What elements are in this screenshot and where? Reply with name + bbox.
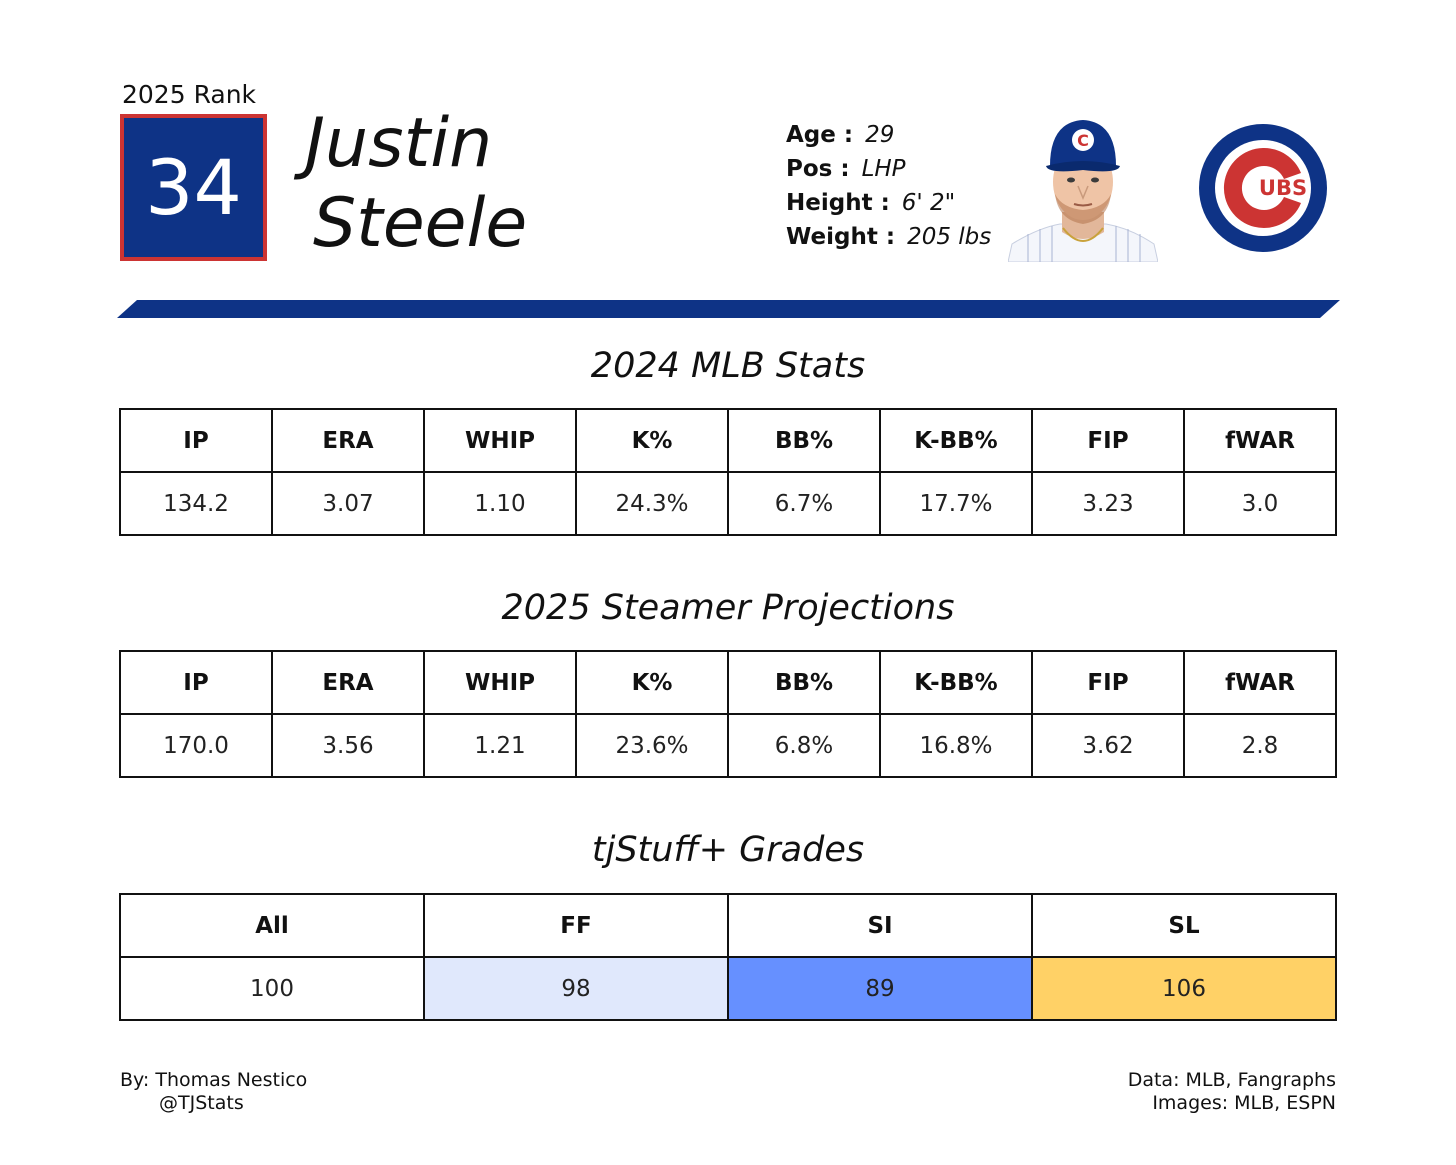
bio-value: 6' 2"	[901, 190, 956, 216]
bio-key: Height :	[786, 190, 890, 216]
column-header: SI	[727, 893, 1033, 958]
player-name: Justin Steele	[305, 104, 527, 264]
author-name: By: Thomas Nestico	[120, 1069, 308, 1091]
team-logo-text: UBS	[1259, 176, 1307, 200]
bio-height: Height : 6' 2"	[786, 186, 991, 220]
column-header: FF	[423, 893, 729, 958]
bio-position: Pos : LHP	[786, 152, 991, 186]
table-cell: 134.2	[119, 471, 273, 536]
author-credit: By: Thomas Nestico @TJStats	[120, 1069, 307, 1115]
bio-key: Weight :	[786, 224, 896, 250]
bio-key: Pos :	[786, 156, 850, 182]
column-header: K-BB%	[879, 408, 1033, 473]
column-header: WHIP	[423, 408, 577, 473]
bio-age: Age : 29	[786, 118, 991, 152]
table-cell: 17.7%	[879, 471, 1033, 536]
grades-table: All FF SI SL 100 98 89 106	[119, 893, 1337, 1021]
table-cell: 6.7%	[727, 471, 881, 536]
data-source: Data: MLB, Fangraphs	[1127, 1069, 1336, 1091]
grades-title: tjStuff+ Grades	[591, 830, 865, 870]
column-header: ERA	[271, 408, 425, 473]
image-source: Images: MLB, ESPN	[1152, 1092, 1336, 1114]
column-header: fWAR	[1183, 408, 1337, 473]
column-header: BB%	[727, 650, 881, 715]
author-handle: @TJStats	[159, 1092, 244, 1114]
grade-cell: 100	[119, 956, 425, 1021]
table-cell: 2.8	[1183, 713, 1337, 778]
table-header-row: IP ERA WHIP K% BB% K-BB% FIP fWAR	[119, 408, 1337, 473]
table-cell: 6.8%	[727, 713, 881, 778]
grade-cell: 98	[423, 956, 729, 1021]
header-divider	[117, 300, 1340, 318]
table-cell: 1.10	[423, 471, 577, 536]
table-cell: 3.0	[1183, 471, 1337, 536]
bio-key: Age :	[786, 122, 854, 148]
source-credit: Data: MLB, Fangraphs Images: MLB, ESPN	[1128, 1069, 1336, 1115]
table-cell: 1.21	[423, 713, 577, 778]
table-cell: 23.6%	[575, 713, 729, 778]
table-cell: 3.62	[1031, 713, 1185, 778]
player-first-name: Justin	[305, 104, 493, 183]
rank-badge: 34	[120, 114, 267, 261]
bio-value: LHP	[861, 156, 906, 182]
column-header: FIP	[1031, 650, 1185, 715]
table-row: 170.0 3.56 1.21 23.6% 6.8% 16.8% 3.62 2.…	[119, 713, 1337, 778]
player-last-name: Steele	[313, 184, 528, 263]
column-header: All	[119, 893, 425, 958]
player-headshot: C	[1008, 120, 1158, 262]
table-cell: 170.0	[119, 713, 273, 778]
column-header: FIP	[1031, 408, 1185, 473]
cubs-logo-icon: UBS	[1199, 124, 1327, 252]
column-header: IP	[119, 650, 273, 715]
table-header-row: All FF SI SL	[119, 893, 1337, 958]
table-cell: 3.07	[271, 471, 425, 536]
grade-cell: 89	[727, 956, 1033, 1021]
column-header: WHIP	[423, 650, 577, 715]
column-header: IP	[119, 408, 273, 473]
stats-2024-table: IP ERA WHIP K% BB% K-BB% FIP fWAR 134.2 …	[119, 408, 1337, 536]
table-cell: 24.3%	[575, 471, 729, 536]
bio-weight: Weight : 205 lbs	[786, 220, 991, 254]
column-header: fWAR	[1183, 650, 1337, 715]
bio-value: 29	[865, 122, 895, 148]
projections-2025-table: IP ERA WHIP K% BB% K-BB% FIP fWAR 170.0 …	[119, 650, 1337, 778]
table-row: 134.2 3.07 1.10 24.3% 6.7% 17.7% 3.23 3.…	[119, 471, 1337, 536]
table-row: 100 98 89 106	[119, 956, 1337, 1021]
column-header: K%	[575, 650, 729, 715]
column-header: K%	[575, 408, 729, 473]
grade-cell: 106	[1031, 956, 1337, 1021]
projections-2025-title: 2025 Steamer Projections	[501, 588, 955, 628]
column-header: K-BB%	[879, 650, 1033, 715]
column-header: SL	[1031, 893, 1337, 958]
player-bio: Age : 29 Pos : LHP Height : 6' 2" Weight…	[786, 118, 991, 254]
column-header: BB%	[727, 408, 881, 473]
table-cell: 3.56	[271, 713, 425, 778]
stats-2024-title: 2024 MLB Stats	[590, 346, 866, 386]
table-cell: 16.8%	[879, 713, 1033, 778]
svg-text:C: C	[1077, 131, 1089, 150]
column-header: ERA	[271, 650, 425, 715]
table-cell: 3.23	[1031, 471, 1185, 536]
rank-label: 2025 Rank	[122, 80, 257, 109]
table-header-row: IP ERA WHIP K% BB% K-BB% FIP fWAR	[119, 650, 1337, 715]
bio-value: 205 lbs	[907, 224, 992, 250]
